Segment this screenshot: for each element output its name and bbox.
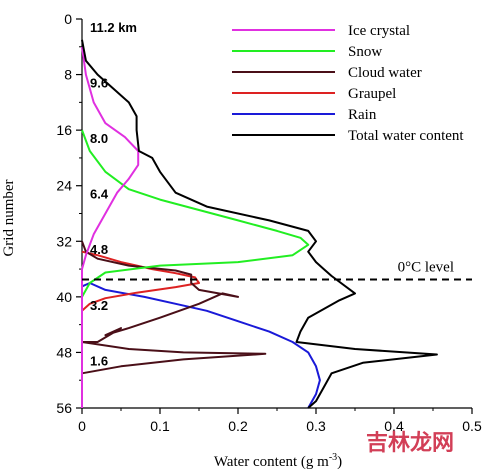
altitude-label: 3.2 <box>90 298 108 313</box>
legend-label-total-water-content: Total water content <box>348 128 464 144</box>
series-line-cloud-water <box>81 240 267 408</box>
legend-label-graupel: Graupel <box>348 86 396 102</box>
altitude-label: 6.4 <box>90 187 109 202</box>
y-tick-label: 16 <box>56 122 72 138</box>
y-tick-label: 48 <box>56 344 72 360</box>
altitude-labels: 11.2 km 9.6 8.0 6.4 4.8 3.2 1.6 <box>90 20 137 368</box>
x-tick-label: 0.3 <box>306 418 326 434</box>
series-line-rain <box>81 282 321 409</box>
x-tick-label: 0.4 <box>384 418 404 434</box>
x-tick-label: 0.2 <box>228 418 248 434</box>
altitude-label: 11.2 km <box>90 20 137 35</box>
series-line-snow <box>81 129 310 408</box>
legend-label-cloud-water: Cloud water <box>348 65 422 81</box>
x-tick-label: 0.5 <box>462 418 482 434</box>
x-tick-label: 0 <box>78 418 86 434</box>
series-line-ice-crystal <box>81 46 140 408</box>
legend-label-snow: Snow <box>348 44 382 60</box>
axes: 0 8 16 24 32 40 48 56 0 0.1 0.2 0.3 0.4 0.5 <box>56 11 482 434</box>
series-layer <box>81 39 438 409</box>
legend: Ice crystal Snow Cloud water Graupel Rain Tot… <box>232 23 464 144</box>
y-tick-label: 56 <box>56 400 72 416</box>
altitude-label: 1.6 <box>90 353 108 368</box>
altitude-label: 8.0 <box>90 131 108 146</box>
y-tick-label: 40 <box>56 289 72 305</box>
legend-label-rain: Rain <box>348 107 377 123</box>
x-axis-title: Water content (g m-3) <box>214 452 342 470</box>
y-tick-label: 24 <box>56 178 72 194</box>
reference-line-layer: 0°C level <box>82 259 472 281</box>
y-tick-label: 32 <box>56 233 72 249</box>
watermark-logo: 吉林龙网 <box>366 430 454 456</box>
y-tick-label: 0 <box>64 11 72 27</box>
x-axis-title-sup: -3 <box>329 452 337 463</box>
series-line-graupel <box>81 250 200 408</box>
x-axis-title-close: ) <box>337 454 342 470</box>
altitude-label: 4.8 <box>90 242 108 257</box>
series-line-total-water-content <box>81 39 438 409</box>
y-tick-label: 8 <box>64 67 72 83</box>
reference-line-label: 0°C level <box>398 259 454 275</box>
legend-label-ice-crystal: Ice crystal <box>348 23 410 39</box>
x-axis-title-main: Water content (g m <box>214 454 329 470</box>
y-axis-title: Grid number <box>1 179 17 256</box>
x-tick-label: 0.1 <box>150 418 170 434</box>
axis-titles: Grid number Water content (g m-3) <box>1 179 342 470</box>
altitude-label: 9.6 <box>90 76 108 91</box>
